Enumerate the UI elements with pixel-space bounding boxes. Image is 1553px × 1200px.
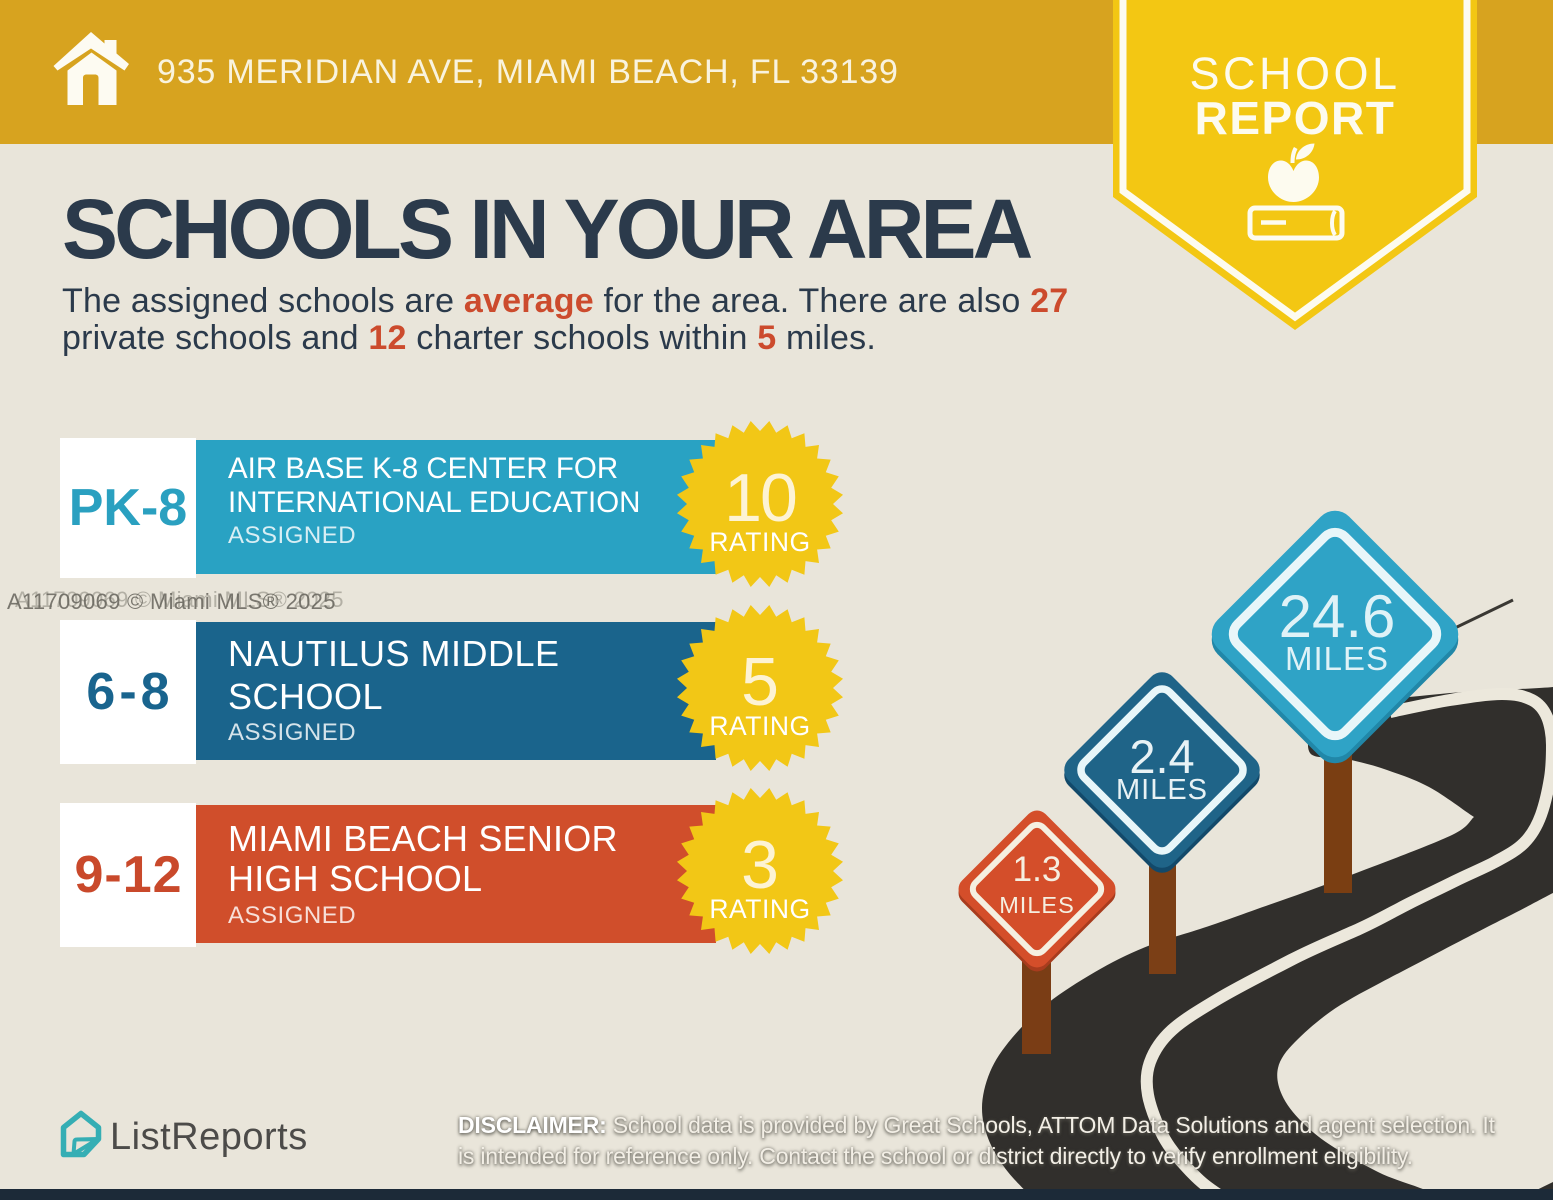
svg-text:SCHOOL: SCHOOL <box>1189 48 1400 99</box>
svg-text:RATING: RATING <box>709 527 810 557</box>
svg-text:MILES: MILES <box>999 892 1075 918</box>
svg-text:RATING: RATING <box>709 711 810 741</box>
svg-text:MILES: MILES <box>1116 774 1208 806</box>
svg-text:REPORT: REPORT <box>1195 92 1396 144</box>
svg-text:RATING: RATING <box>709 894 810 924</box>
svg-text:1.3: 1.3 <box>1013 850 1062 889</box>
svg-text:MILES: MILES <box>1285 640 1389 677</box>
svg-text:10: 10 <box>724 460 796 536</box>
svg-text:3: 3 <box>741 827 779 903</box>
svg-text:2.4: 2.4 <box>1129 730 1194 783</box>
svg-text:5: 5 <box>741 644 779 720</box>
svg-text:24.6: 24.6 <box>1279 583 1396 650</box>
